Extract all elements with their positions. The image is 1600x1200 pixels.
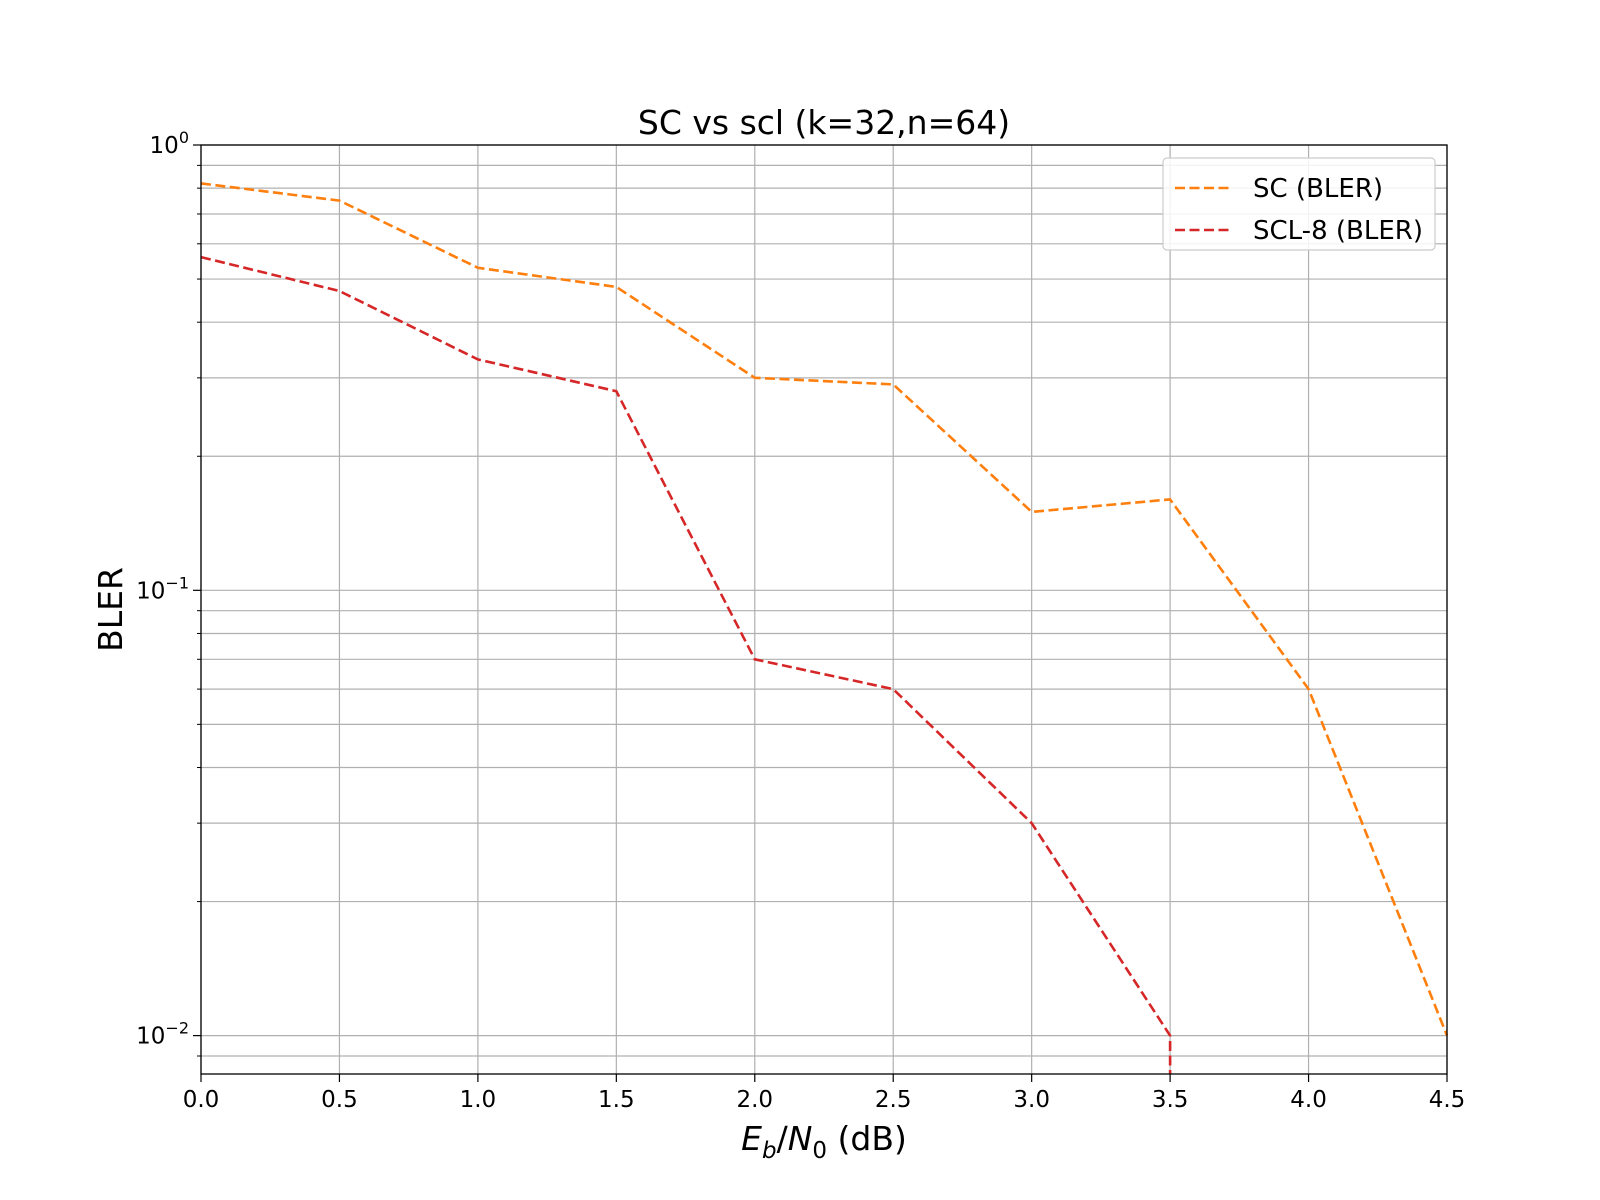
grid: [200, 144, 1448, 1074]
x-tick-label: 1.0: [460, 1087, 497, 1113]
x-label-unit: (dB): [827, 1119, 907, 1158]
legend: SC (BLER) SCL-8 (BLER): [1162, 157, 1436, 251]
x-label-base-sub: b: [762, 1138, 777, 1164]
x-label-sep: /: [777, 1119, 789, 1158]
x-label-base: E: [741, 1119, 762, 1158]
x-label-den-sub: 0: [812, 1138, 827, 1164]
y-tick-label: 10−2: [136, 1019, 189, 1050]
x-tick-label: 2.5: [875, 1087, 912, 1113]
legend-box: [1162, 157, 1436, 251]
x-tick-label: 3.5: [1152, 1087, 1189, 1113]
x-tick-label: 4.0: [1290, 1087, 1327, 1113]
chart-title: SC vs scl (k=32,n=64): [638, 103, 1010, 142]
x-axis-label: Eb/N0 (dB): [741, 1119, 907, 1164]
series-layer: [200, 182, 1449, 1074]
legend-label: SC (BLER): [1253, 174, 1383, 204]
plot-frame: [200, 144, 1448, 1075]
x-tick-label: 0.5: [321, 1087, 358, 1113]
x-tick-label: 1.5: [598, 1087, 635, 1113]
series-line-0: [200, 182, 1449, 1037]
x-tick-label: 0.0: [183, 1087, 220, 1113]
ticks: 0.0 0.5 1.0 1.5 2.0 2.5 3.0 3.5 4.0 4.5 100 10−1 10−…: [136, 128, 1465, 1113]
y-tick-label: 10−1: [136, 573, 189, 604]
x-tick-label: 3.0: [1013, 1087, 1050, 1113]
series-line-1: [200, 255, 1172, 1074]
legend-label: SCL-8 (BLER): [1253, 216, 1423, 246]
y-tick-label: 100: [150, 128, 189, 159]
x-label-den: N: [788, 1119, 813, 1158]
y-axis-label: BLER: [91, 567, 130, 652]
x-tick-label: 2.0: [736, 1087, 773, 1113]
x-tick-label: 4.5: [1429, 1087, 1466, 1113]
